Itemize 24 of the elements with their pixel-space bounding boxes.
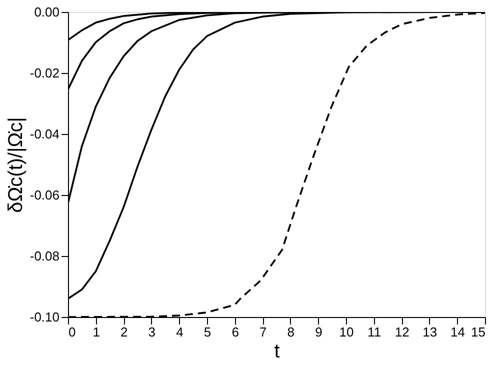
x-tick-label: 0: [68, 324, 76, 340]
y-tick-label: -0.08: [30, 248, 60, 264]
x-tick-label: 5: [204, 324, 212, 340]
x-tick-label: 2: [120, 324, 128, 340]
x-tick-label: 7: [259, 324, 267, 340]
x-tick-label: 11: [368, 324, 382, 340]
x-tick-label: 9: [315, 324, 322, 340]
y-axis-title: δΩ̇c(t)/|Ω̇c|: [4, 117, 27, 213]
x-tick-label: 4: [176, 324, 184, 340]
y-tick-label: 0.00: [34, 4, 60, 20]
y-tick-label: -0.06: [30, 188, 60, 202]
x-tick-label: 13: [422, 324, 438, 340]
y-tick-label: -0.04: [30, 126, 60, 142]
y-tick-label: -0.10: [30, 310, 60, 324]
x-tick-label: 8: [287, 324, 295, 340]
y-tick-label: -0.02: [30, 66, 60, 80]
x-tick-label: 6: [232, 324, 239, 340]
x-tick-label: 14: [450, 324, 465, 340]
x-tick-label: 3: [148, 324, 156, 340]
x-tick-label: 10: [339, 324, 354, 340]
x-tick-label: 15: [471, 324, 486, 340]
x-tick-label: 1: [92, 324, 100, 340]
x-tick-label: 12: [394, 324, 410, 340]
x-axis-title: t: [274, 340, 280, 362]
